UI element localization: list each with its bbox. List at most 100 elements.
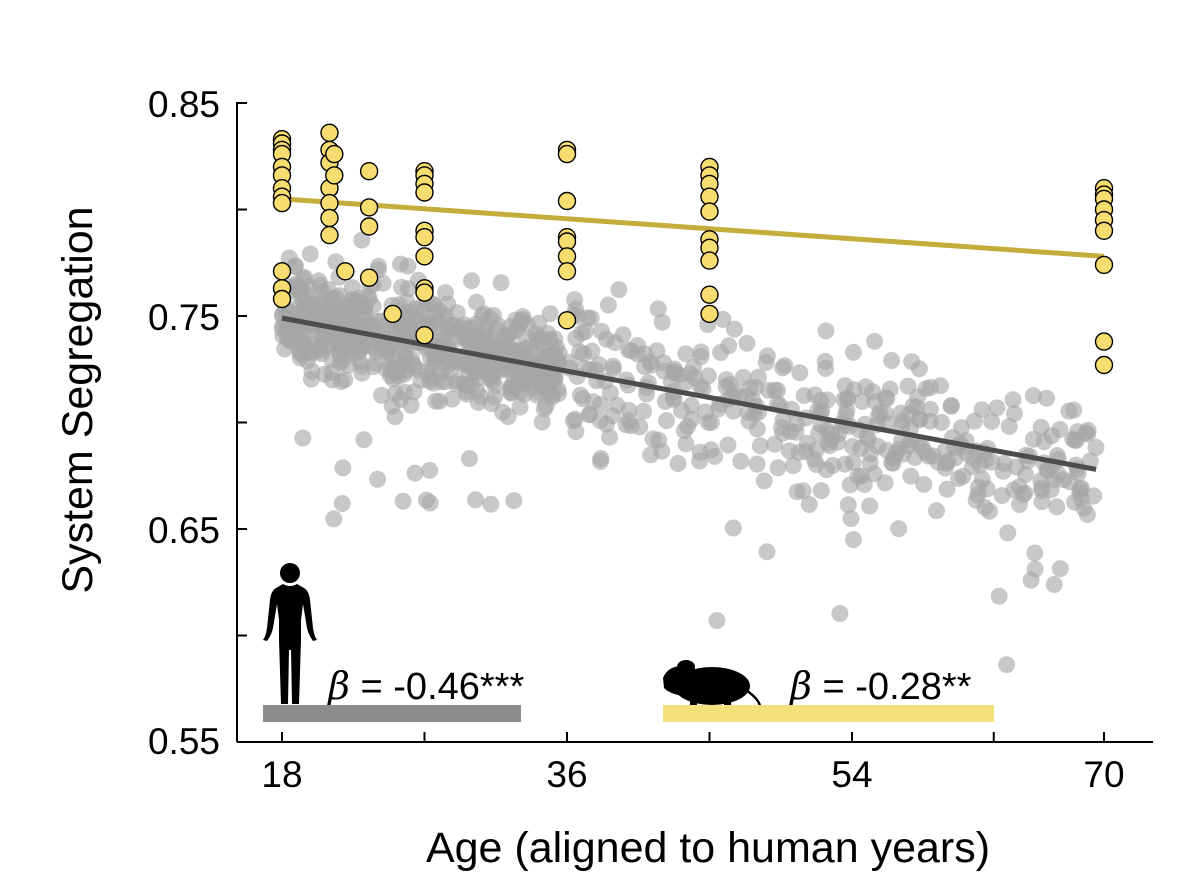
x-axis-title: Age (aligned to human years)	[426, 824, 990, 872]
human-data-point	[482, 495, 500, 513]
human-data-point	[1024, 387, 1042, 405]
human-data-point	[377, 341, 395, 359]
human-data-point	[1078, 506, 1096, 523]
human-data-point	[702, 414, 720, 431]
human-data-point	[511, 398, 529, 416]
human-data-point	[567, 329, 585, 347]
human-data-point	[844, 343, 862, 361]
human-data-point	[906, 449, 924, 466]
mouse-data-point	[557, 191, 577, 211]
human-data-point	[351, 342, 369, 360]
human-data-point	[460, 450, 478, 468]
human-data-point	[492, 274, 510, 292]
mouse-data-point	[320, 208, 339, 228]
human-data-point	[748, 455, 766, 473]
y-tick-label-0.55: 0.55	[148, 721, 220, 762]
human-data-point	[356, 298, 374, 315]
human-data-point	[1035, 433, 1053, 451]
human-data-point	[969, 486, 987, 504]
human-data-point	[861, 454, 879, 472]
human-data-point	[1087, 439, 1105, 456]
human-data-point	[499, 361, 517, 378]
mouse-data-point	[325, 144, 344, 164]
human-data-point	[294, 429, 312, 447]
x-tick-label-18: 18	[261, 754, 302, 795]
mouse-data-point	[700, 304, 719, 324]
human-data-point	[468, 293, 485, 311]
human-data-point	[936, 459, 954, 477]
human-data-point	[430, 319, 448, 337]
human-data-point	[1005, 405, 1023, 423]
human-data-point	[1085, 487, 1103, 505]
human-data-point	[844, 531, 862, 549]
human-data-point	[583, 342, 601, 360]
human-data-point	[861, 497, 879, 515]
human-data-point	[412, 298, 430, 316]
human-data-point	[653, 313, 671, 331]
human-data-point	[402, 396, 420, 414]
human-data-point	[876, 474, 894, 492]
human-data-point	[853, 392, 871, 410]
human-data-point	[878, 390, 896, 408]
human-data-point	[740, 412, 758, 430]
human-data-point	[533, 413, 551, 431]
human-data-point	[514, 308, 532, 326]
human-data-point	[405, 357, 423, 375]
human-data-point	[307, 342, 325, 360]
human-data-point	[776, 357, 794, 375]
axis-ticks	[237, 102, 1105, 743]
human-fit-line	[281, 315, 1097, 472]
human-silhouette-icon	[263, 563, 317, 704]
human-data-point	[1048, 498, 1066, 516]
human-data-point	[582, 309, 600, 327]
human-data-point	[844, 453, 862, 471]
human-data-point	[936, 441, 954, 459]
human-data-point	[706, 447, 724, 465]
human-data-point	[1051, 560, 1069, 578]
human-data-point	[909, 388, 927, 406]
human-data-point	[486, 388, 504, 406]
human-data-point	[550, 344, 568, 362]
human-beta-label: β = -0.46***	[326, 664, 524, 708]
human-data-point	[902, 467, 920, 485]
human-data-point	[469, 370, 487, 388]
human-data-point	[954, 467, 972, 485]
human-data-point	[343, 279, 361, 297]
human-data-point	[541, 305, 559, 323]
human-data-point	[738, 334, 756, 352]
human-data-point	[755, 472, 773, 490]
mouse-fit-line	[281, 196, 1105, 259]
human-data-point	[724, 519, 742, 537]
y-tick-label-0.85: 0.85	[148, 84, 220, 125]
human-data-point	[421, 372, 439, 390]
human-data-point	[988, 399, 1006, 417]
human-data-point	[467, 491, 484, 509]
human-data-point	[758, 543, 776, 561]
human-data-point	[527, 325, 544, 343]
human-data-point	[393, 278, 410, 296]
human-data-point	[300, 278, 318, 296]
human-data-point	[750, 368, 767, 386]
human-data-point	[726, 320, 743, 338]
human-data-point	[355, 431, 373, 449]
human-data-point	[443, 390, 461, 408]
human-data-point	[373, 386, 391, 404]
human-data-point	[977, 451, 995, 469]
human-data-point	[293, 346, 311, 364]
human-data-point	[994, 462, 1012, 480]
human-data-point	[658, 412, 675, 430]
human-data-point	[893, 432, 911, 450]
human-data-point	[406, 464, 424, 482]
human-data-point	[942, 397, 960, 414]
human-data-point	[384, 370, 402, 388]
human-data-point	[610, 281, 628, 299]
human-data-point	[391, 322, 409, 340]
mouse-beta-label: β = -0.28**	[788, 664, 972, 708]
x-tick-label-36: 36	[546, 754, 587, 795]
x-tick-label-54: 54	[831, 754, 872, 795]
human-data-point	[751, 437, 769, 455]
human-data-point	[928, 502, 945, 520]
human-data-point	[617, 416, 635, 434]
human-data-point	[983, 413, 1001, 430]
human-points-layer	[273, 231, 1105, 674]
